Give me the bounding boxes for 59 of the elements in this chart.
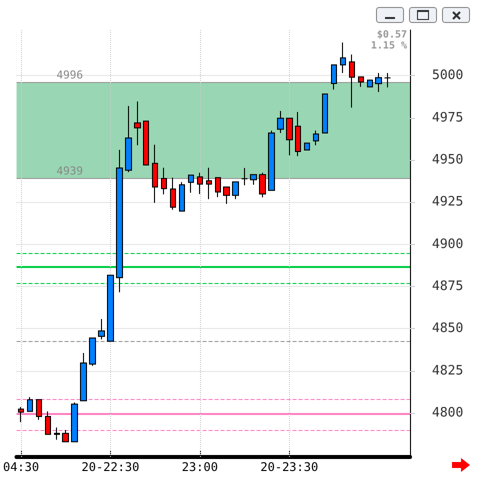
candlestick (27, 396, 33, 412)
candlestick (313, 130, 319, 146)
candlestick (384, 72, 391, 88)
candlestick (98, 318, 105, 340)
candlestick (367, 80, 373, 88)
candlestick (188, 174, 194, 194)
annotation: $0.57 (376, 30, 408, 40)
candlestick (206, 167, 212, 200)
candlestick (161, 167, 167, 195)
candlestick (358, 76, 364, 88)
candlestick (286, 118, 293, 156)
candlestick (170, 177, 176, 210)
y-tick-label: 4800 (432, 406, 464, 421)
ref-line-label: 4996 (56, 68, 84, 82)
ref-line-label: 4939 (56, 164, 84, 178)
candlestick (80, 352, 87, 402)
candlestick (54, 426, 60, 440)
candlestick (45, 410, 51, 435)
candlestick (152, 144, 158, 204)
candlestick (116, 149, 123, 293)
candlestick (340, 42, 346, 74)
candlestick (215, 177, 221, 198)
y-tick-label: 4950 (432, 152, 464, 168)
candlestick (304, 142, 310, 150)
candlestick (134, 101, 141, 146)
y-tick-label: 4875 (432, 279, 464, 294)
y-tick-label: 4825 (432, 363, 464, 378)
candlestick (71, 402, 78, 442)
candlestick (375, 72, 382, 92)
candlestick (36, 399, 42, 420)
candlestick (89, 338, 96, 366)
candlestick (143, 120, 149, 166)
annotation: 1.15 % (370, 40, 407, 52)
y-tick-label: 4850 (432, 321, 464, 336)
x-tick-label: 20-23:30 (260, 460, 318, 474)
candlestick (62, 429, 69, 442)
candlestick (268, 130, 275, 191)
candlestick (250, 174, 257, 186)
y-tick-label: 4975 (432, 110, 464, 126)
candlestick (223, 186, 230, 204)
candlestick (232, 181, 239, 200)
x-tick-label: 20-22:30 (82, 460, 140, 474)
x-tick-label: 04:30 (2, 460, 40, 474)
y-tick-label: 4925 (432, 194, 464, 210)
candlestick (277, 110, 284, 134)
candlestick (107, 274, 114, 342)
candlestick (259, 172, 266, 198)
candlestick (322, 93, 328, 134)
y-tick-label: 4900 (432, 236, 464, 252)
candlestick (241, 168, 248, 186)
candlestick (349, 54, 355, 108)
candlestick (197, 172, 203, 195)
candlestick (179, 182, 185, 212)
x-tick-label: 23:00 (182, 460, 218, 474)
candlestick (125, 105, 132, 173)
y-tick-label: 5000 (432, 68, 464, 84)
candlestick (295, 112, 301, 157)
candlestick (18, 406, 24, 423)
candlestick (331, 64, 337, 90)
